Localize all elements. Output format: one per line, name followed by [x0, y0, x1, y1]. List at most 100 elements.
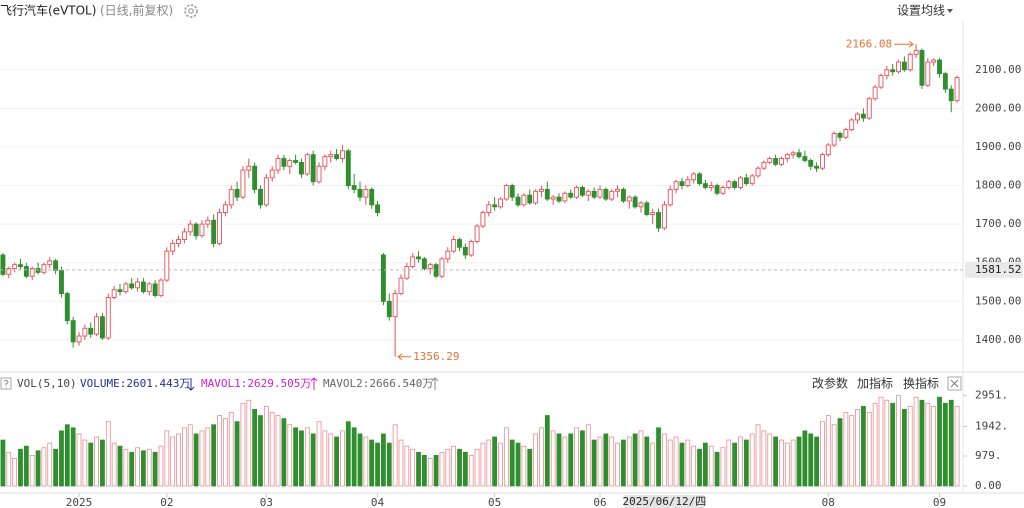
crosshair-price-box [965, 261, 1023, 278]
candle-body [492, 204, 498, 208]
volume-bar [515, 442, 521, 487]
volume-bar [47, 442, 53, 487]
candle-body [849, 119, 855, 131]
candle-body [574, 187, 580, 198]
volume-bar [743, 439, 749, 487]
volume-bar [948, 399, 954, 487]
candle-body [398, 277, 404, 295]
volume-bar [386, 442, 392, 487]
candle-body [59, 269, 64, 295]
annotation-label: 1356.29 [413, 350, 459, 363]
volume-bar [18, 448, 23, 487]
candle-body [937, 59, 942, 75]
indicator-button[interactable]: 换指标 [903, 376, 939, 391]
candle-body [82, 327, 88, 337]
candle-body [697, 173, 702, 185]
candle-body [217, 212, 222, 244]
volume-bar [222, 418, 228, 487]
close-indicator[interactable] [947, 376, 962, 391]
candle-body [53, 260, 59, 271]
extreme-annotation: 2166.08 [846, 37, 914, 50]
candle-body [275, 158, 281, 171]
candle-body [345, 150, 351, 186]
candle-body [562, 192, 568, 202]
candle-body [814, 165, 820, 169]
volume-bar [164, 430, 170, 487]
candle-body [351, 185, 357, 190]
candle-body [199, 223, 205, 237]
volume-bar [258, 415, 263, 487]
candle-body [609, 190, 615, 200]
candle-body [720, 187, 726, 194]
candle-body [755, 167, 761, 177]
volume-bar [702, 442, 708, 487]
volume-bar [29, 454, 35, 487]
volume-bar [685, 439, 691, 487]
chart-subtitle: (日线,前复权) [100, 3, 173, 18]
candle-body [603, 188, 609, 200]
candle-body [181, 231, 187, 241]
indicator-button[interactable]: 加指标 [857, 376, 893, 391]
candle-body [76, 335, 82, 343]
volume-bar [0, 439, 6, 487]
annotation-arrow [397, 353, 412, 361]
volume-bar [872, 402, 878, 487]
candle-body [615, 188, 621, 192]
candle-body [650, 212, 656, 215]
candle-body [129, 283, 135, 289]
help-icon[interactable] [0, 377, 12, 390]
volume-bar [667, 439, 673, 487]
ma-settings-button[interactable]: 设置均线 [897, 4, 945, 18]
candle-body [796, 152, 802, 158]
volume-bar [176, 433, 181, 487]
candle-body [117, 289, 123, 293]
extreme-annotation: 1356.29 [397, 350, 459, 363]
volume-bar [135, 447, 140, 487]
candle-body [632, 196, 638, 208]
indicator-button[interactable]: 改参数 [812, 376, 848, 391]
candle-body [866, 98, 872, 119]
candle-body [152, 283, 158, 296]
y-tick-label: 1800.00 [975, 179, 1021, 192]
volume-bar [59, 430, 64, 487]
volume-bar [281, 418, 287, 487]
volume-bar [562, 436, 568, 487]
annotation-label: 2166.08 [846, 37, 892, 50]
volume-bar [855, 409, 860, 487]
volume-bar [509, 439, 515, 487]
candle-body [913, 50, 919, 55]
candle-body [123, 283, 129, 293]
volume-bar [304, 427, 310, 487]
candle-body [258, 188, 263, 206]
candle-body [457, 239, 462, 248]
candle-body [164, 250, 170, 281]
volume-bar [152, 451, 158, 487]
candle-body [790, 152, 796, 156]
candle-body [626, 196, 632, 202]
candle-body [205, 219, 211, 225]
volume-bar [205, 427, 211, 487]
candle-body [837, 133, 843, 138]
volume-bar [70, 427, 76, 487]
candle-body [890, 69, 896, 73]
volume-bar [661, 433, 667, 487]
volume-bar [820, 421, 825, 487]
volume-bar [310, 433, 316, 487]
candle-body [896, 61, 901, 73]
candle-body [468, 241, 474, 256]
volume-bar [486, 439, 492, 487]
settings-icon[interactable] [184, 4, 198, 18]
candle-body [246, 165, 252, 171]
candle-body [638, 202, 644, 208]
volume-bar [53, 448, 59, 487]
volume-bar [533, 433, 539, 487]
candle-body [714, 185, 720, 194]
volume-bar [293, 427, 299, 487]
volume-bar [585, 424, 591, 487]
volume-bar [381, 433, 386, 487]
volume-bar [931, 405, 937, 487]
volume-bar [35, 450, 41, 487]
volume-bar [345, 421, 351, 487]
volume-bar [831, 424, 837, 487]
volume-bar [901, 409, 907, 487]
